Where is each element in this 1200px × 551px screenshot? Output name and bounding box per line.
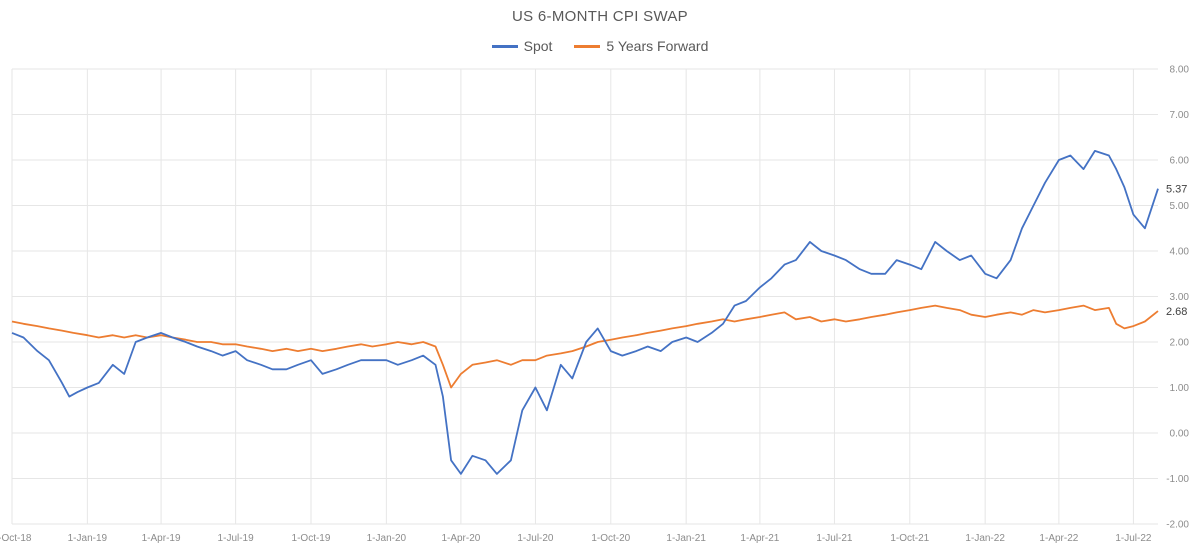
y-tick-label-1: -1.00	[1166, 474, 1189, 485]
x-tick-label-12: 1-Oct-21	[890, 533, 929, 544]
legend-item-spot: Spot	[491, 38, 553, 54]
y-tick-label-5: 3.00	[1170, 292, 1190, 303]
y-tick-label-6: 4.00	[1170, 247, 1190, 258]
legend-swatch-spot	[491, 44, 518, 48]
y-tick-label-2: 0.00	[1170, 429, 1190, 440]
x-tick-label-2: 1-Apr-19	[142, 533, 181, 544]
x-tick-label-9: 1-Jan-21	[666, 533, 706, 544]
x-tick-label-4: 1-Oct-19	[292, 533, 331, 544]
end-value-label-5y-forward: 2.68	[1166, 306, 1187, 318]
x-tick-label-7: 1-Jul-20	[517, 533, 554, 544]
x-tick-label-14: 1-Apr-22	[1039, 533, 1078, 544]
chart-title: US 6-MONTH CPI SWAP	[512, 8, 688, 25]
legend-item-5y-forward: 5 Years Forward	[574, 38, 708, 54]
x-tick-label-8: 1-Oct-20	[591, 533, 630, 544]
legend-label-spot: Spot	[523, 38, 553, 54]
x-tick-label-3: 1-Jul-19	[218, 533, 255, 544]
x-tick-label-1: 1-Jan-19	[68, 533, 108, 544]
x-tick-label-5: 1-Jan-20	[367, 533, 407, 544]
x-tick-label-13: 1-Jan-22	[965, 533, 1005, 544]
series-line-5y-forward	[11, 304, 1159, 389]
y-tick-label-7: 5.00	[1170, 201, 1190, 212]
y-tick-label-0: -2.00	[1166, 520, 1189, 531]
y-tick-label-3: 1.00	[1170, 383, 1190, 394]
legend-label-5y-forward: 5 Years Forward	[606, 38, 709, 54]
legend-swatch-5y-forward	[574, 44, 601, 48]
x-tick-label-11: 1-Jul-21	[816, 533, 853, 544]
y-tick-label-10: 8.00	[1170, 65, 1190, 76]
x-tick-label-10: 1-Apr-21	[740, 533, 779, 544]
series-line-spot	[11, 149, 1159, 475]
end-value-label-spot: 5.37	[1166, 184, 1187, 196]
x-tick-label-6: 1-Apr-20	[441, 533, 480, 544]
x-tick-label-0: 1-Oct-18	[0, 533, 32, 544]
chart-legend: Spot 5 Years Forward	[0, 38, 1200, 54]
y-tick-label-9: 7.00	[1170, 110, 1190, 121]
y-tick-label-8: 6.00	[1170, 156, 1190, 167]
x-tick-label-15: 1-Jul-22	[1115, 533, 1152, 544]
y-tick-label-4: 2.00	[1170, 338, 1190, 349]
